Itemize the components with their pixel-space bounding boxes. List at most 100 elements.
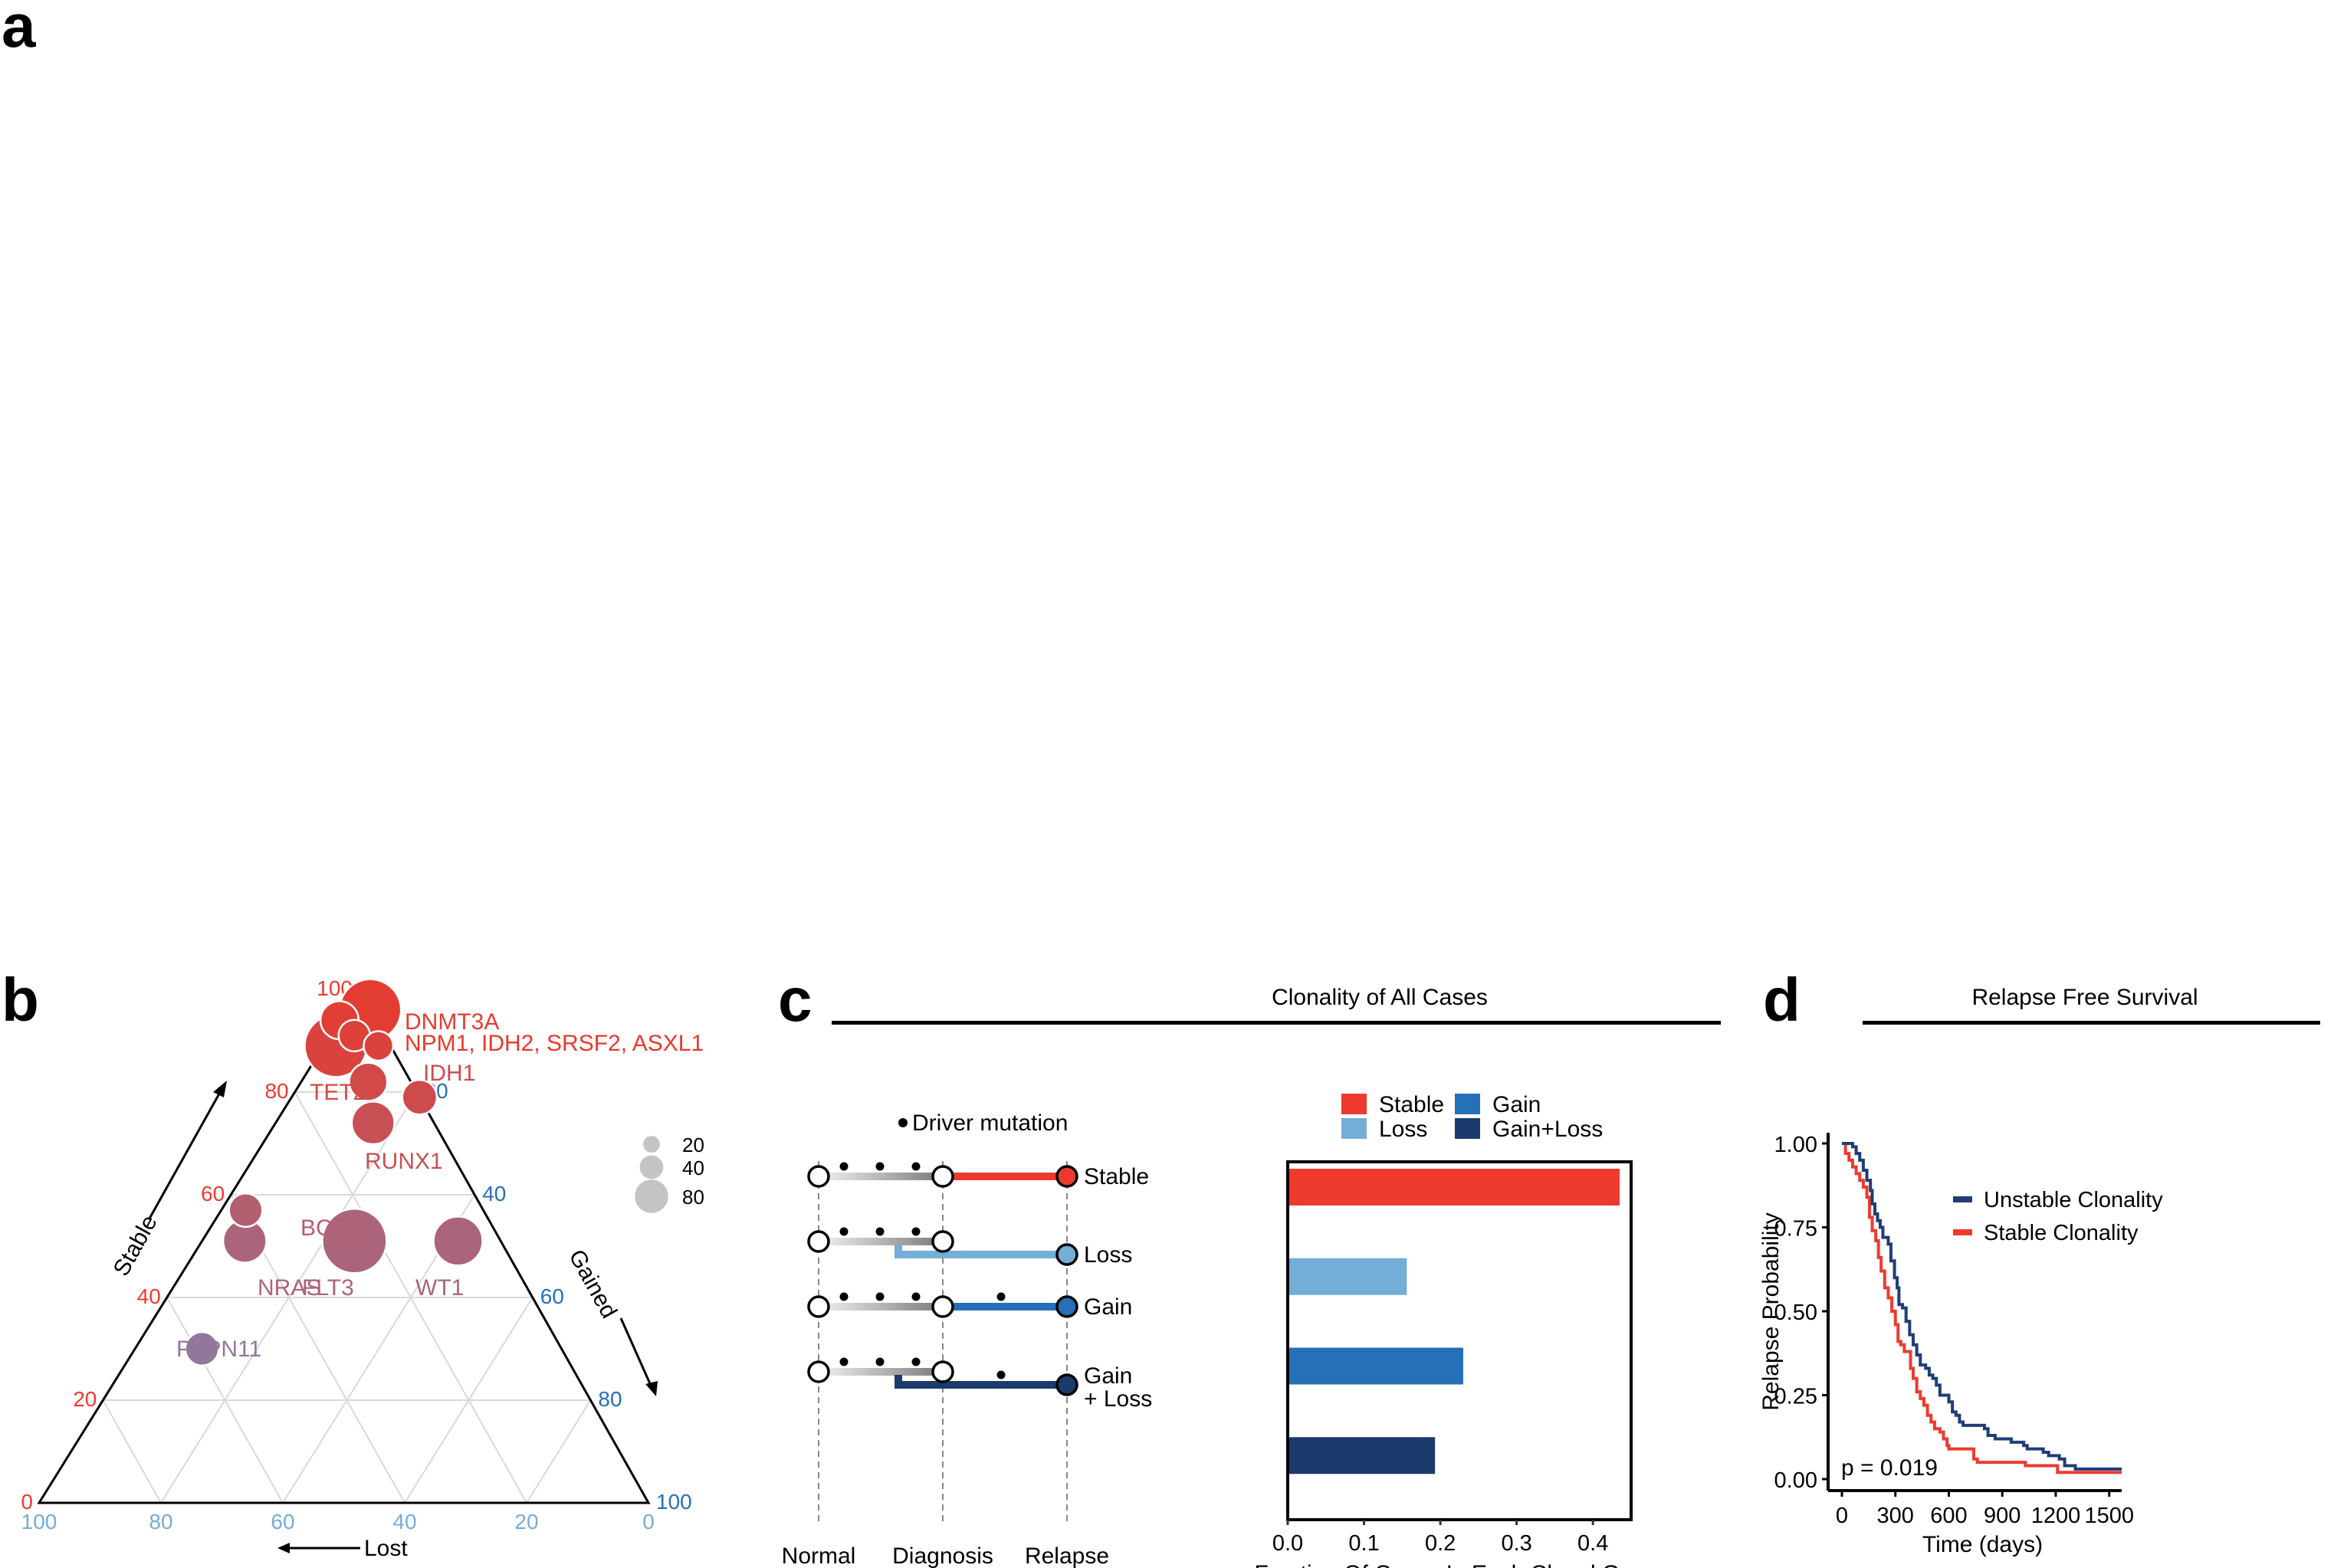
y-tick-label: 0.50 (1774, 1301, 1817, 1325)
driver-mutation-dot (875, 1292, 885, 1301)
clonal-fraction-bar (1289, 1258, 1407, 1295)
normal-to-diagnosis-track (819, 1303, 943, 1310)
size-legend-label: 40 (682, 1156, 704, 1179)
relapse-driver-mutation-dot (996, 1292, 1006, 1301)
relapse-driver-mutation-dot (996, 1370, 1006, 1379)
clonal-legend-label: Gain (1492, 1092, 1541, 1117)
panel-letter-b: b (2, 966, 39, 1034)
subclone-relapse-track (895, 1375, 1067, 1389)
driver-mutation-dot (911, 1162, 921, 1171)
clonal-group-label: Loss (1084, 1242, 1132, 1268)
x-tick-label: 0.2 (1425, 1531, 1456, 1556)
size-legend-label: 20 (682, 1133, 704, 1156)
x-tick-label: 300 (1877, 1504, 1914, 1528)
gained-tick-label: 80 (598, 1387, 622, 1411)
clonal-legend-label: Gain+Loss (1492, 1117, 1603, 1142)
gene-point (432, 1215, 484, 1267)
y-axis-title: Relapse Probability (1758, 1212, 1784, 1410)
survival-curve-unstable (1842, 1142, 2122, 1471)
diagnosis-to-relapse-track (943, 1303, 1067, 1310)
km-legend-label: Stable Clonality (1984, 1221, 2139, 1245)
clonal-fraction-bar (1289, 1169, 1620, 1206)
driver-mutation-dot (875, 1162, 885, 1171)
stable-tick-label: 40 (137, 1284, 161, 1308)
stable-tick-label: 80 (264, 1079, 288, 1103)
km-survival-plot: 0.00 0.25 0.50 0.75 1.00 0 300 600 900 1200 1500 Ti… (1758, 1133, 2163, 1557)
clonal-evolution-diagram: Driver mutation Stable Loss Gain Gain + Loss N… (782, 1110, 1153, 1568)
clonal-group-label: Gain + Loss (1084, 1363, 1152, 1412)
clonal-fraction-bar (1289, 1437, 1436, 1475)
driver-mutation-dot (911, 1227, 921, 1236)
normal-clone-node (807, 1230, 830, 1253)
clonal-legend-swatch (1455, 1118, 1480, 1139)
lost-tick-label: 40 (392, 1510, 416, 1534)
clonality-title: Clonality of All Cases (1272, 985, 1488, 1010)
stable-tick-label: 0 (21, 1490, 33, 1514)
x-axis-title: Time (days) (1922, 1532, 2043, 1557)
driver-mutation-dot (875, 1357, 885, 1366)
clonal-legend-swatch (1341, 1094, 1367, 1114)
driver-mutation-legend-label: Driver mutation (912, 1110, 1068, 1136)
subclone-relapse-track (895, 1245, 1067, 1258)
grid-line-gained (526, 1399, 592, 1504)
lost-axis-title: Lost (364, 1536, 408, 1561)
size-legend-circle (635, 1179, 668, 1213)
gene-point-label: WT1 (415, 1275, 464, 1301)
plot-frame (1286, 1160, 1633, 1521)
x-tick-label: 900 (1984, 1504, 2021, 1528)
stable-axis-title: Stable (109, 1211, 162, 1280)
gene-group-label: NPM1, IDH2, SRSF2, ASXL1 (405, 1031, 704, 1056)
gene-point (401, 1078, 438, 1116)
clonal-legend-swatch (1341, 1118, 1367, 1139)
gene-point (321, 1208, 388, 1274)
panel-letter-d: d (1763, 966, 1801, 1034)
grid-line-lost (166, 1297, 284, 1504)
clonal-group-label: Gain (1084, 1294, 1132, 1320)
ternary-points (184, 978, 484, 1367)
stable-tick-label: 60 (201, 1182, 225, 1206)
stage-label: Relapse (1025, 1543, 1109, 1568)
gained-tick-label: 100 (656, 1490, 692, 1514)
x-tick-label: 1200 (2031, 1504, 2081, 1528)
lost-tick-label: 20 (514, 1510, 538, 1534)
stable-tick-label: 20 (73, 1387, 97, 1411)
gene-point-label: TET2 (310, 1080, 366, 1105)
normal-clone-node (807, 1165, 830, 1188)
relapse-clone-node (1055, 1165, 1078, 1188)
clonal-legend-swatch (1455, 1094, 1480, 1114)
diagnosis-clone-node (931, 1360, 954, 1383)
gained-arrow-head (645, 1381, 658, 1396)
rfs-title-rule (1863, 1021, 2320, 1025)
y-tick-label: 0.75 (1774, 1217, 1817, 1242)
driver-mutation-dot (839, 1162, 849, 1171)
normal-to-diagnosis-track (819, 1173, 943, 1180)
diagnosis-clone-node (931, 1295, 954, 1318)
x-tick-label: 0 (1836, 1504, 1848, 1528)
lost-tick-label: 80 (149, 1510, 172, 1534)
grid-line-gained (404, 1297, 533, 1504)
gene-point-label: BCOR (300, 1215, 367, 1241)
clonal-legend-label: Loss (1379, 1117, 1427, 1142)
driver-mutation-dot (839, 1292, 849, 1301)
size-legend-circle (643, 1136, 660, 1153)
driver-mutation-dot (839, 1227, 849, 1236)
stage-label: Diagnosis (892, 1543, 993, 1568)
clonal-group-label: Stable (1084, 1164, 1149, 1189)
y-tick-label: 1.00 (1774, 1133, 1817, 1157)
relapse-clone-node (1055, 1373, 1078, 1396)
gene-point (184, 1330, 220, 1367)
gene-point-label: PTPN11 (176, 1337, 261, 1362)
ternary-grid (102, 1091, 592, 1504)
oncoprint-chart (0, 0, 2334, 950)
driver-mutation-dot (911, 1292, 921, 1301)
x-axis-title: Fraction Of Cases In Each Clonal Group (1255, 1561, 1666, 1568)
ternary-frame (37, 987, 651, 1504)
gene-point (350, 1101, 396, 1146)
relapse-clone-node (1055, 1243, 1078, 1266)
grid-line-lost (102, 1399, 162, 1504)
ternary-plot: 001002020804040606060408080201001000 DNM… (21, 976, 704, 1561)
driver-mutation-dot (911, 1357, 921, 1366)
